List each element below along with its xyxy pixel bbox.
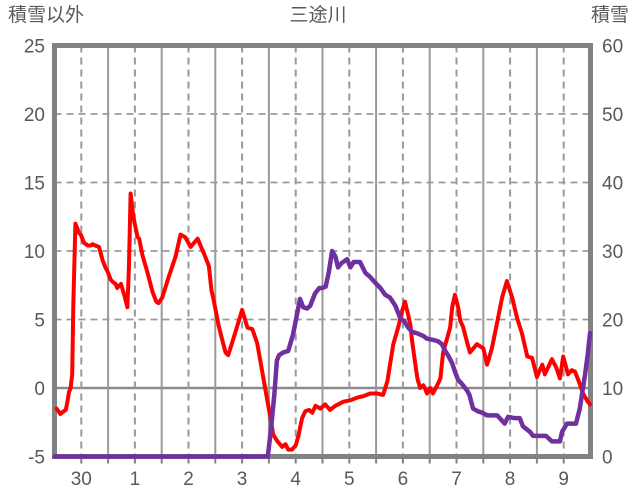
- x-axis-tick-label: 2: [183, 469, 194, 490]
- right-axis-tick-label: 60: [602, 37, 623, 58]
- right-axis-tick-label: 0: [602, 448, 613, 469]
- left-axis-tick-label: 15: [24, 174, 45, 195]
- series-line-non-snow: [54, 191, 592, 452]
- right-axis-tick-label: 30: [602, 242, 623, 263]
- series-layer: [52, 191, 593, 459]
- right-axis-title: 積雪: [591, 4, 629, 26]
- x-axis-tick-label: 1: [130, 469, 141, 490]
- left-axis-tick-label: 10: [24, 242, 45, 263]
- right-axis-tick-label: 40: [602, 174, 623, 195]
- x-axis-tick-label: 7: [451, 469, 462, 490]
- series-line-snow: [52, 248, 593, 459]
- x-axis-tick-label: 30: [71, 469, 92, 490]
- grid-layer: [52, 43, 593, 464]
- right-axis-tick-label: 50: [602, 105, 623, 126]
- left-axis-tick-label: -5: [28, 448, 45, 469]
- left-axis-tick-label: 0: [34, 379, 45, 400]
- right-axis-tick-label: 20: [602, 311, 623, 332]
- plot-border: [52, 43, 593, 459]
- left-axis-tick-label: 5: [34, 311, 45, 332]
- right-axis-tick-label: 10: [602, 379, 623, 400]
- x-axis-tick-label: 8: [505, 469, 516, 490]
- x-axis-tick-label: 6: [398, 469, 409, 490]
- left-axis-title: 積雪以外: [8, 4, 84, 26]
- x-axis-tick-label: 4: [290, 469, 301, 490]
- left-axis-tick-label: 25: [24, 37, 45, 58]
- x-axis-tick-label: 5: [344, 469, 355, 490]
- x-axis-tick-label: 9: [558, 469, 569, 490]
- x-axis-tick-label: 3: [237, 469, 248, 490]
- chart-title: 三途川: [289, 4, 346, 26]
- left-axis-tick-label: 20: [24, 105, 45, 126]
